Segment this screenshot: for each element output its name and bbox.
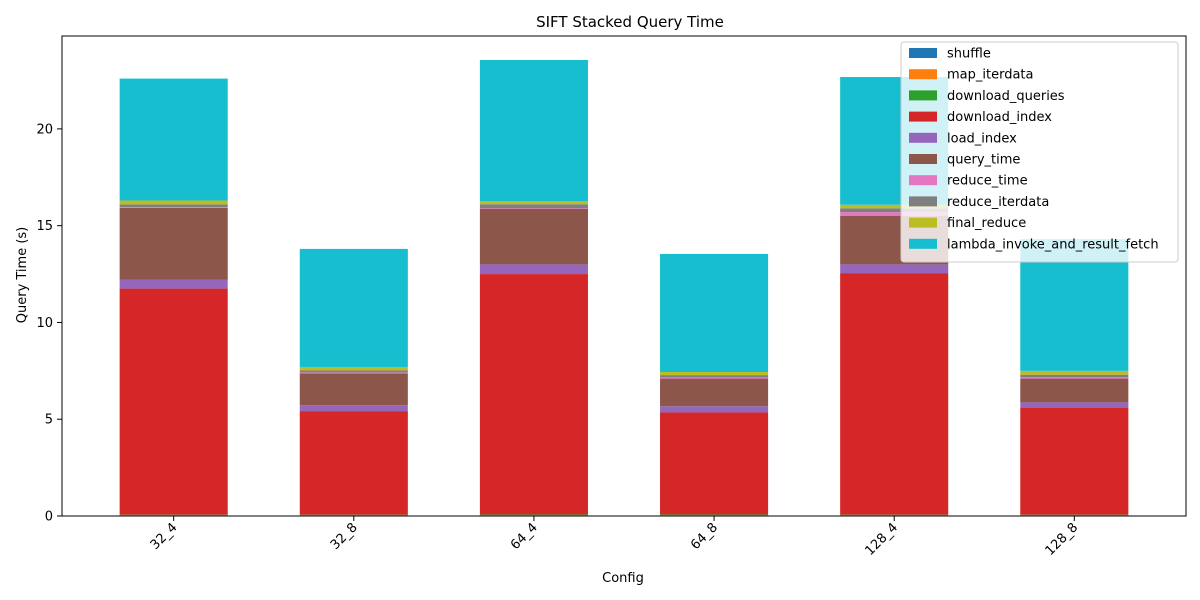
legend-entry-final_reduce: final_reduce bbox=[947, 216, 1026, 231]
bar-segment-load_index-32_4 bbox=[119, 279, 228, 289]
x-tick-label: 128_8 bbox=[1043, 520, 1082, 559]
y-axis-label: Query Time (s) bbox=[15, 227, 30, 324]
legend-entry-reduce_iterdata: reduce_iterdata bbox=[947, 195, 1049, 210]
bar-segment-lambda_invoke_and_result_fetch-64_8 bbox=[660, 253, 769, 372]
legend-entry-map_iterdata: map_iterdata bbox=[947, 68, 1034, 83]
legend-entry-download_queries: download_queries bbox=[947, 89, 1065, 104]
bar-segment-load_index-64_4 bbox=[479, 264, 588, 275]
y-tick-label: 15 bbox=[36, 219, 53, 234]
bar-segment-download_queries-32_4 bbox=[119, 514, 228, 516]
bar-segment-query_time-64_8 bbox=[660, 378, 769, 407]
legend-entry-query_time: query_time bbox=[947, 153, 1020, 168]
bar-segment-reduce_iterdata-32_4 bbox=[119, 204, 228, 208]
bar-segment-download_queries-64_4 bbox=[479, 514, 588, 516]
x-tick-label: 32_4 bbox=[148, 520, 181, 553]
bar-segment-download_index-32_4 bbox=[119, 288, 228, 515]
bar-segment-final_reduce-64_8 bbox=[660, 372, 769, 376]
legend-entry-load_index: load_index bbox=[947, 131, 1017, 146]
bar-segment-query_time-32_4 bbox=[119, 207, 228, 280]
bar-segment-download_queries-128_4 bbox=[840, 514, 949, 516]
bar-segment-reduce_time-64_4 bbox=[479, 208, 588, 209]
legend-swatch-query_time bbox=[909, 154, 937, 164]
x-tick-label: 128_4 bbox=[862, 520, 901, 559]
bar-segment-query_time-32_8 bbox=[299, 373, 408, 406]
bar-segment-download_index-128_4 bbox=[840, 273, 949, 515]
y-tick-label: 20 bbox=[36, 122, 53, 137]
bar-segment-download_queries-128_8 bbox=[1020, 514, 1129, 516]
bar-segment-lambda_invoke_and_result_fetch-32_8 bbox=[299, 248, 408, 367]
legend-entry-reduce_time: reduce_time bbox=[947, 174, 1028, 189]
x-tick-label: 64_4 bbox=[508, 520, 541, 553]
legend-entry-lambda_invoke_and_result_fetch: lambda_invoke_and_result_fetch bbox=[947, 237, 1159, 252]
x-axis: 32_4 32_8 64_4 64_8 128_4 128_8 bbox=[148, 516, 1081, 559]
bar-segment-download_index-64_4 bbox=[479, 274, 588, 515]
bar-segment-reduce_iterdata-128_8 bbox=[1020, 374, 1129, 378]
y-tick-label: 10 bbox=[36, 316, 53, 331]
bar-segment-load_index-128_4 bbox=[840, 264, 949, 274]
bar-segment-load_index-64_8 bbox=[660, 406, 769, 413]
bar-segment-lambda_invoke_and_result_fetch-64_4 bbox=[479, 60, 588, 202]
bar-segment-reduce_iterdata-128_4 bbox=[840, 208, 949, 213]
bar-segment-reduce_time-32_8 bbox=[299, 372, 408, 374]
x-axis-label: Config bbox=[602, 571, 644, 586]
legend-swatch-final_reduce bbox=[909, 217, 937, 228]
bar-segment-reduce_time-128_4 bbox=[840, 212, 949, 216]
bar-segment-final_reduce-32_4 bbox=[119, 200, 228, 205]
y-tick-label: 5 bbox=[45, 413, 53, 428]
bar-segment-reduce_time-32_4 bbox=[119, 207, 228, 208]
bar-segment-download_index-128_8 bbox=[1020, 407, 1129, 515]
bar-segment-download_index-64_8 bbox=[660, 412, 769, 515]
bar-segment-final_reduce-64_4 bbox=[479, 201, 588, 205]
x-tick-label: 32_8 bbox=[328, 520, 361, 553]
bar-segment-reduce_time-64_8 bbox=[660, 377, 769, 379]
bar-segment-query_time-64_4 bbox=[479, 208, 588, 265]
y-tick-label: 0 bbox=[45, 510, 53, 525]
legend: shuffle map_iterdata download_queriesdownl… bbox=[900, 41, 1179, 263]
bar-segment-reduce_time-128_8 bbox=[1020, 377, 1129, 379]
bar-segment-final_reduce-32_8 bbox=[299, 366, 408, 371]
legend-entry-shuffle: shuffle bbox=[947, 47, 991, 62]
bar-segment-download_queries-64_8 bbox=[660, 514, 769, 516]
bar-segment-lambda_invoke_and_result_fetch-32_4 bbox=[119, 78, 228, 201]
legend-swatch-lambda_invoke_and_result_fetch bbox=[909, 238, 937, 249]
bar-segment-final_reduce-128_4 bbox=[840, 204, 949, 209]
legend-swatch-reduce_iterdata bbox=[909, 196, 937, 207]
bar-segment-reduce_iterdata-64_4 bbox=[479, 204, 588, 209]
legend-swatch-map_iterdata bbox=[909, 69, 937, 80]
bar-segment-load_index-32_8 bbox=[299, 405, 408, 412]
legend-entry-download_index: download_index bbox=[947, 110, 1052, 125]
bars-layer bbox=[119, 60, 1129, 516]
legend-swatch-load_index bbox=[909, 132, 937, 143]
plot-frame bbox=[61, 35, 1187, 517]
bar-segment-final_reduce-128_8 bbox=[1020, 370, 1129, 375]
bar-segment-reduce_iterdata-64_8 bbox=[660, 375, 769, 378]
chart-title: SIFT Stacked Query Time bbox=[536, 13, 724, 31]
legend-box bbox=[900, 41, 1179, 263]
y-axis: 0 5 10 15 20 bbox=[36, 122, 62, 525]
bar-segment-reduce_iterdata-32_8 bbox=[299, 370, 408, 373]
bar-segment-download_index-32_8 bbox=[299, 411, 408, 515]
bar-segment-query_time-128_8 bbox=[1020, 378, 1129, 403]
legend-swatch-download_queries bbox=[909, 90, 937, 101]
legend-swatch-download_index bbox=[909, 111, 937, 122]
bar-segment-load_index-128_8 bbox=[1020, 402, 1129, 408]
legend-swatch-reduce_time bbox=[909, 175, 937, 186]
legend-swatch-shuffle bbox=[909, 48, 937, 58]
x-tick-label: 64_8 bbox=[688, 520, 721, 553]
bar-segment-download_queries-32_8 bbox=[299, 514, 408, 516]
